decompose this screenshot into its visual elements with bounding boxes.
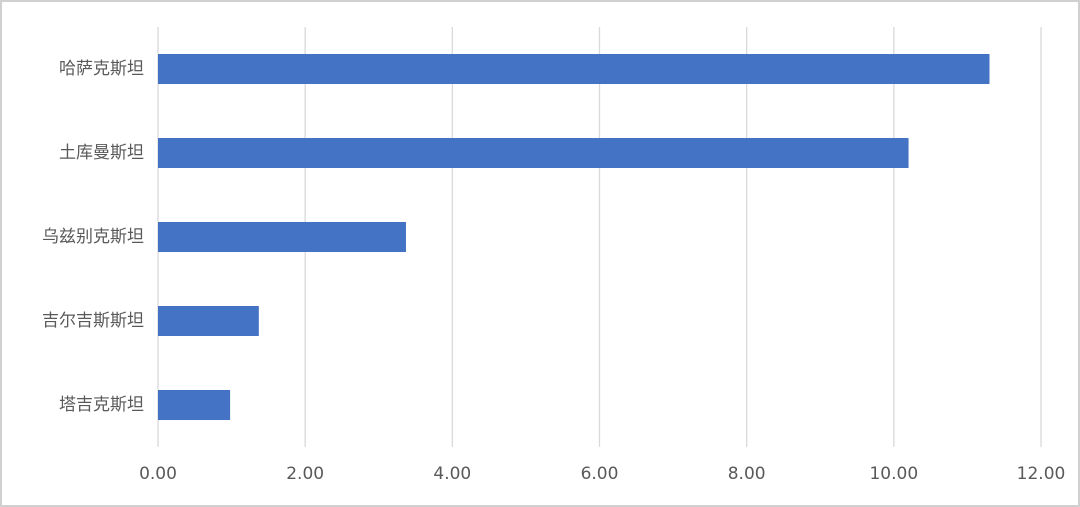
- y-tick-label: 乌兹别克斯坦: [42, 227, 144, 247]
- bar: [158, 306, 259, 336]
- bar: [158, 138, 909, 168]
- x-tick-label: 12.00: [1017, 464, 1066, 484]
- bar: [158, 222, 406, 252]
- y-tick-label: 塔吉克斯坦: [59, 395, 144, 415]
- x-tick-label: 0.00: [139, 464, 177, 484]
- x-tick-label: 8.00: [728, 464, 766, 484]
- x-tick-label: 10.00: [869, 464, 918, 484]
- x-tick-label: 2.00: [286, 464, 324, 484]
- bar: [158, 390, 231, 420]
- y-tick-label: 哈萨克斯坦: [59, 59, 144, 79]
- y-tick-label: 吉尔吉斯斯坦: [42, 311, 144, 331]
- bar: [158, 54, 990, 84]
- x-tick-label: 6.00: [581, 464, 619, 484]
- y-tick-label: 土库曼斯坦: [59, 143, 144, 163]
- x-tick-label: 4.00: [433, 464, 471, 484]
